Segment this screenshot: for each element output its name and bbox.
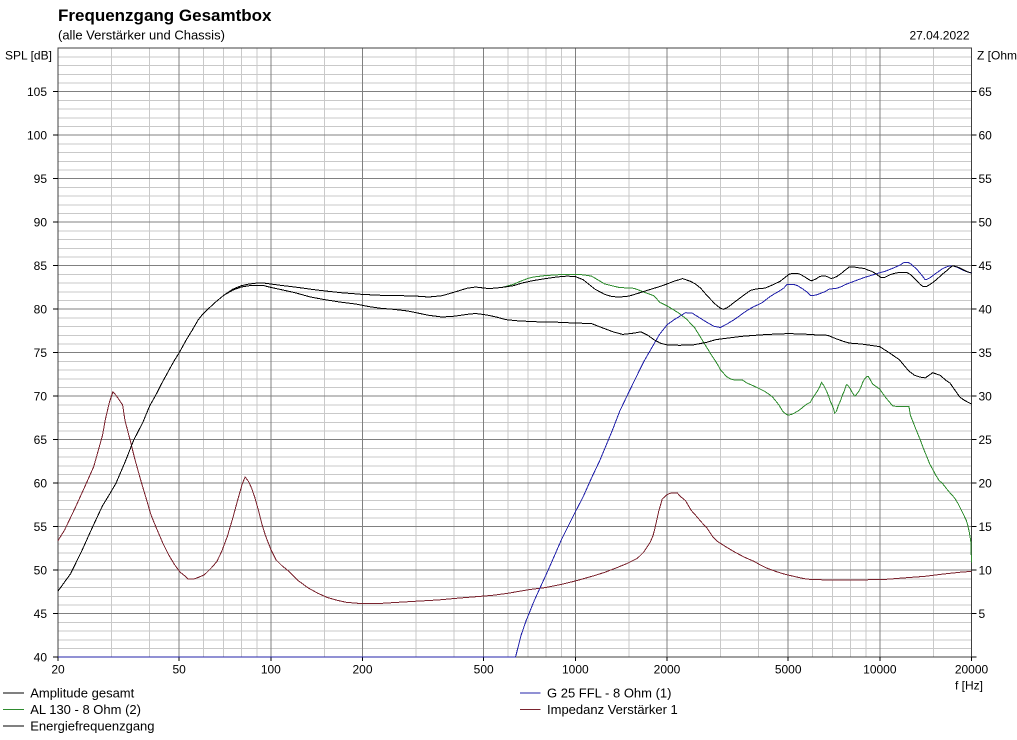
svg-text:SPL [dB]: SPL [dB] bbox=[5, 49, 52, 63]
svg-text:65: 65 bbox=[979, 85, 993, 99]
svg-text:G 25 FFL - 8 Ohm (1): G 25 FFL - 8 Ohm (1) bbox=[547, 686, 672, 701]
svg-text:2000: 2000 bbox=[654, 663, 681, 677]
svg-text:45: 45 bbox=[979, 259, 993, 273]
svg-text:50: 50 bbox=[34, 563, 48, 577]
svg-text:80: 80 bbox=[34, 302, 48, 316]
svg-text:5000: 5000 bbox=[775, 663, 802, 677]
svg-text:10: 10 bbox=[979, 563, 993, 577]
svg-text:70: 70 bbox=[34, 389, 48, 403]
svg-text:60: 60 bbox=[34, 476, 48, 490]
svg-text:1000: 1000 bbox=[562, 663, 589, 677]
svg-text:20: 20 bbox=[979, 476, 993, 490]
svg-text:10000: 10000 bbox=[863, 663, 897, 677]
svg-text:65: 65 bbox=[34, 433, 48, 447]
svg-text:35: 35 bbox=[979, 346, 993, 360]
svg-text:Frequenzgang Gesamtbox: Frequenzgang Gesamtbox bbox=[58, 6, 272, 25]
svg-text:Amplitude gesamt: Amplitude gesamt bbox=[30, 686, 134, 701]
svg-text:AL 130 - 8 Ohm (2): AL 130 - 8 Ohm (2) bbox=[30, 702, 141, 717]
svg-text:200: 200 bbox=[352, 663, 372, 677]
svg-text:Z [Ohm]: Z [Ohm] bbox=[977, 49, 1017, 63]
svg-text:5: 5 bbox=[979, 607, 986, 621]
svg-text:40: 40 bbox=[34, 650, 48, 664]
svg-text:25: 25 bbox=[979, 433, 993, 447]
svg-text:55: 55 bbox=[34, 520, 48, 534]
svg-text:100: 100 bbox=[27, 128, 47, 142]
svg-text:20000: 20000 bbox=[955, 663, 989, 677]
svg-text:500: 500 bbox=[474, 663, 494, 677]
svg-text:105: 105 bbox=[27, 85, 47, 99]
svg-text:55: 55 bbox=[979, 172, 993, 186]
svg-text:15: 15 bbox=[979, 520, 993, 534]
svg-text:27.04.2022: 27.04.2022 bbox=[909, 28, 969, 42]
svg-text:95: 95 bbox=[34, 172, 48, 186]
svg-text:90: 90 bbox=[34, 215, 48, 229]
svg-text:20: 20 bbox=[51, 663, 65, 677]
svg-text:Energiefrequenzgang: Energiefrequenzgang bbox=[30, 718, 154, 733]
svg-text:75: 75 bbox=[34, 346, 48, 360]
svg-text:40: 40 bbox=[979, 302, 993, 316]
svg-text:85: 85 bbox=[34, 259, 48, 273]
svg-text:100: 100 bbox=[261, 663, 281, 677]
svg-text:45: 45 bbox=[34, 607, 48, 621]
svg-text:Impedanz Verstärker 1: Impedanz Verstärker 1 bbox=[547, 702, 678, 717]
svg-text:30: 30 bbox=[979, 389, 993, 403]
svg-text:(alle Verstärker und Chassis): (alle Verstärker und Chassis) bbox=[58, 27, 225, 42]
svg-text:60: 60 bbox=[979, 128, 993, 142]
svg-text:f [Hz]: f [Hz] bbox=[955, 679, 983, 693]
svg-text:50: 50 bbox=[979, 215, 993, 229]
svg-text:50: 50 bbox=[172, 663, 186, 677]
